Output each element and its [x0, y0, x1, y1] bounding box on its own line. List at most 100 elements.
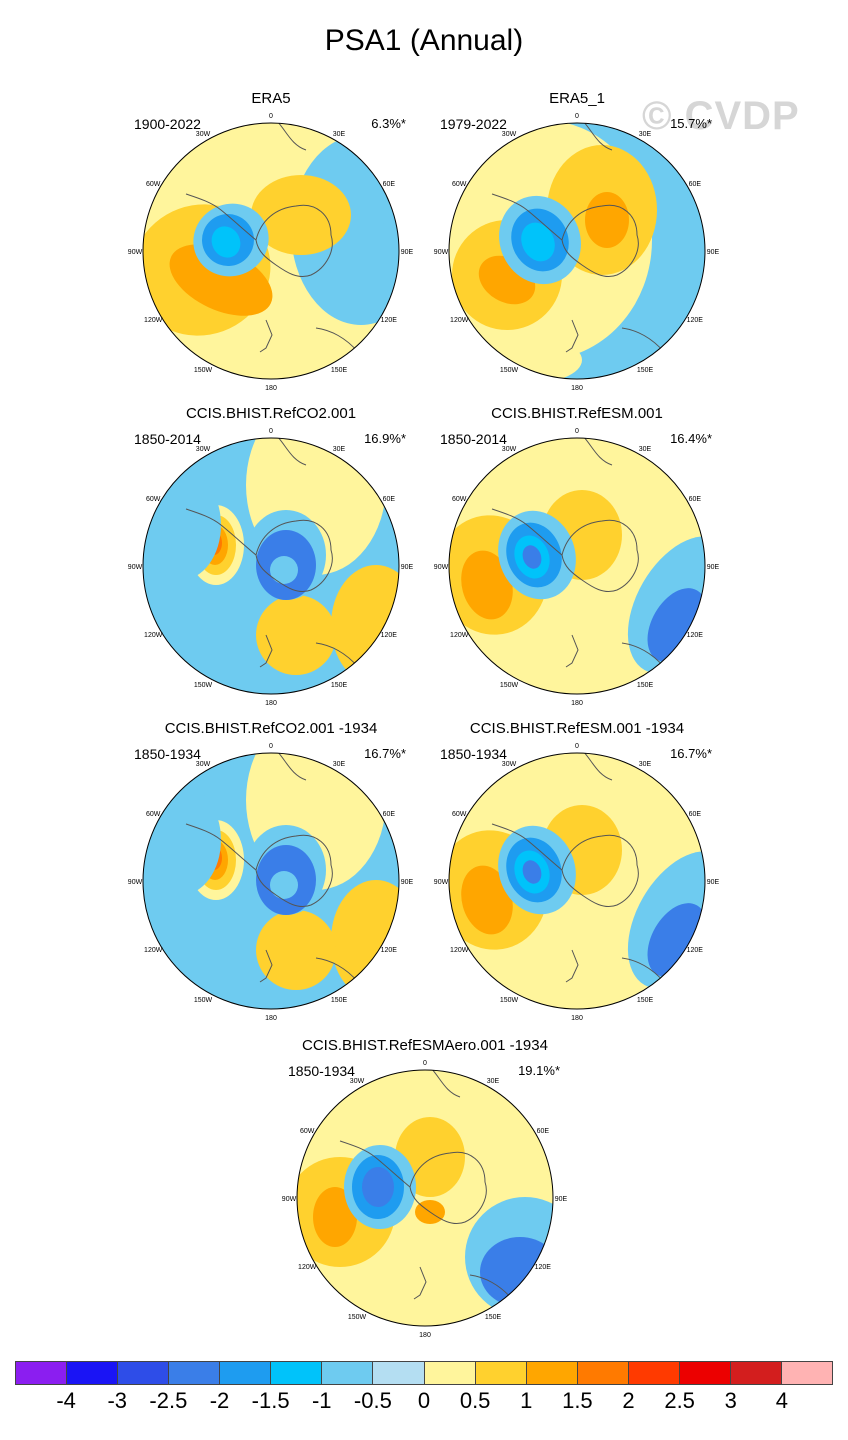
longitude-label: 90E — [401, 879, 414, 886]
colorbar-label: 2.5 — [664, 1388, 695, 1413]
map-border — [142, 122, 400, 380]
panel-period: 1850-1934 — [288, 1063, 355, 1079]
longitude-label: 150W — [194, 367, 213, 374]
longitude-label: 180 — [571, 385, 583, 390]
colorbar-label: 2 — [622, 1388, 635, 1413]
panel-period: 1850-2014 — [134, 431, 201, 447]
colorbar-swatch — [271, 1362, 323, 1384]
anomaly-contour — [461, 550, 513, 620]
map-border — [296, 1069, 554, 1327]
colorbar — [15, 1361, 833, 1385]
coastline — [491, 438, 666, 694]
colorbar-label: 0 — [417, 1388, 431, 1413]
coastline — [491, 123, 666, 379]
colorbar-label: 3 — [724, 1388, 737, 1413]
longitude-label: 0 — [269, 428, 273, 435]
anomaly-contour — [313, 1187, 357, 1247]
longitude-label: 120W — [144, 317, 163, 324]
longitude-label: 30W — [502, 446, 517, 453]
colorbar-label: -2.5 — [149, 1388, 188, 1413]
longitude-label: 30W — [350, 1078, 365, 1085]
longitude-label: 150W — [348, 1314, 367, 1321]
map-border — [142, 752, 400, 1010]
longitude-label: 120W — [144, 947, 163, 954]
anomaly-contour — [585, 192, 629, 248]
panel-title: ERA5 — [251, 90, 291, 107]
panel-percent: 6.3%* — [371, 116, 406, 131]
figure-title: PSA1 (Annual) — [324, 24, 524, 57]
longitude-label: 60E — [383, 496, 396, 503]
colorbar-swatch — [373, 1362, 425, 1384]
map-border — [448, 437, 706, 695]
longitude-label: 180 — [571, 1015, 583, 1020]
longitude-label: 0 — [269, 113, 273, 120]
anomaly-contour — [256, 910, 336, 990]
longitude-label: 150E — [637, 367, 654, 374]
anomaly-contour — [362, 1167, 394, 1207]
watermark: © CVDP — [642, 94, 800, 138]
longitude-label: 150E — [331, 997, 348, 1004]
coastline — [185, 123, 360, 379]
colorbar-label: 0.5 — [459, 1388, 491, 1413]
longitude-label: 120E — [687, 947, 704, 954]
colorbar-label: 4 — [775, 1388, 788, 1413]
longitude-label: 90E — [707, 564, 720, 571]
longitude-label: 90E — [401, 249, 414, 256]
longitude-label: 120W — [144, 632, 163, 639]
longitude-label: 30E — [639, 446, 652, 453]
longitude-label: 60E — [689, 496, 702, 503]
longitude-label: 150W — [500, 367, 519, 374]
anomaly-contour — [462, 335, 582, 379]
longitude-label: 120E — [687, 317, 704, 324]
longitude-label: 150E — [485, 1314, 502, 1321]
longitude-label: 60E — [689, 181, 702, 188]
map-panel: 0 30E 60E 90E 120E 150E 180 150W 120W 90W 60W 30W ER… — [126, 90, 416, 390]
colorbar-swatch — [526, 1362, 578, 1384]
longitude-label: 120E — [381, 632, 398, 639]
panel-percent: 16.7%* — [670, 746, 712, 761]
colorbar-swatch — [679, 1362, 731, 1384]
colorbar-swatch — [628, 1362, 680, 1384]
longitude-label: 0 — [423, 1060, 427, 1067]
longitude-label: 90W — [434, 879, 449, 886]
anomaly-contour — [480, 1237, 553, 1307]
panel-period: 1850-1934 — [134, 746, 201, 762]
colorbar-swatch — [16, 1362, 68, 1384]
longitude-label: 30E — [333, 761, 346, 768]
longitude-label: 30E — [639, 131, 652, 138]
longitude-label: 60E — [383, 181, 396, 188]
longitude-label: 30E — [333, 131, 346, 138]
colorbar-swatch — [118, 1362, 170, 1384]
colorbar-swatch — [424, 1362, 476, 1384]
map-border — [448, 122, 706, 380]
longitude-label: 30W — [196, 131, 211, 138]
longitude-label: 60W — [452, 181, 467, 188]
longitude-label: 150W — [194, 682, 213, 689]
map-border — [448, 752, 706, 1010]
map-panel: 0 30E 60E 90E 120E 150E 180 150W 120W 90W 60W 30W CC… — [126, 720, 416, 1020]
longitude-label: 90W — [434, 249, 449, 256]
anomaly-contour — [270, 556, 298, 584]
anomaly-contour — [251, 175, 351, 255]
longitude-label: 120W — [450, 947, 469, 954]
panel-title: ERA5_1 — [549, 90, 605, 107]
longitude-label: 120W — [450, 632, 469, 639]
longitude-label: 90E — [401, 564, 414, 571]
panel-percent: 16.9%* — [364, 431, 406, 446]
polar-map: 0 30E 60E 90E 120E 150E 180 150W 120W 90W 60W 30W — [434, 743, 720, 1020]
colorbar-swatch — [220, 1362, 272, 1384]
polar-map: 0 30E 60E 90E 120E 150E 180 150W 120W 90W 60W 30W — [434, 113, 720, 390]
longitude-label: 30W — [502, 761, 517, 768]
longitude-label: 150E — [637, 682, 654, 689]
coastline — [185, 753, 360, 1009]
longitude-label: 150E — [331, 682, 348, 689]
longitude-label: 0 — [269, 743, 273, 750]
colorbar-swatch — [169, 1362, 221, 1384]
coastline — [339, 1070, 514, 1326]
longitude-label: 60W — [300, 1128, 315, 1135]
colorbar-label: -3 — [107, 1388, 128, 1413]
longitude-label: 0 — [575, 428, 579, 435]
colorbar-swatch — [67, 1362, 119, 1384]
panel-percent: 15.7%* — [670, 116, 712, 131]
anomaly-contour — [143, 785, 221, 895]
